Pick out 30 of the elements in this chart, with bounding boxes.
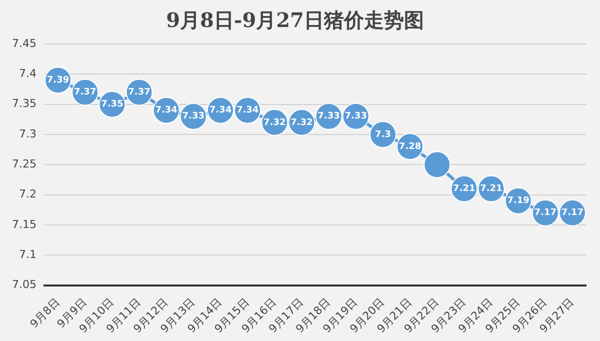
data-label: 7.17 xyxy=(561,208,584,218)
data-label: 7.35 xyxy=(101,100,124,110)
y-tick-label: 7.4 xyxy=(18,67,36,80)
data-label: 7.21 xyxy=(453,184,476,194)
y-tick-label: 7.2 xyxy=(18,188,36,201)
data-label: 7.34 xyxy=(155,106,178,116)
data-label: 7.19 xyxy=(507,196,530,206)
data-label: 7.33 xyxy=(344,112,367,122)
data-label: 7.21 xyxy=(480,184,502,194)
data-label: 7.34 xyxy=(236,106,259,116)
data-label: 7.32 xyxy=(290,118,313,128)
data-label: 7.34 xyxy=(209,106,232,116)
data-label: 7.32 xyxy=(264,118,286,128)
y-tick-label: 7.35 xyxy=(12,97,36,110)
data-label: 7.33 xyxy=(182,112,205,122)
data-label: 7.3 xyxy=(374,130,391,140)
data-label: 7.39 xyxy=(46,76,70,86)
data-label: 7.37 xyxy=(74,88,96,98)
chart-title: 9月8日-9月27日猪价走势图 xyxy=(166,8,424,32)
data-label: 7.37 xyxy=(128,88,150,98)
point xyxy=(424,151,451,178)
y-tick-label: 7.3 xyxy=(18,127,36,140)
data-label: 7.33 xyxy=(318,112,340,122)
y-tick-label: 7.45 xyxy=(12,36,36,50)
y-tick-label: 7.25 xyxy=(12,157,36,170)
y-tick-label: 7.05 xyxy=(12,278,36,292)
data-label: 7.28 xyxy=(398,142,422,152)
y-tick-label: 7.1 xyxy=(18,248,36,261)
y-tick-label: 7.15 xyxy=(12,218,36,231)
data-label: 7.17 xyxy=(534,208,556,218)
